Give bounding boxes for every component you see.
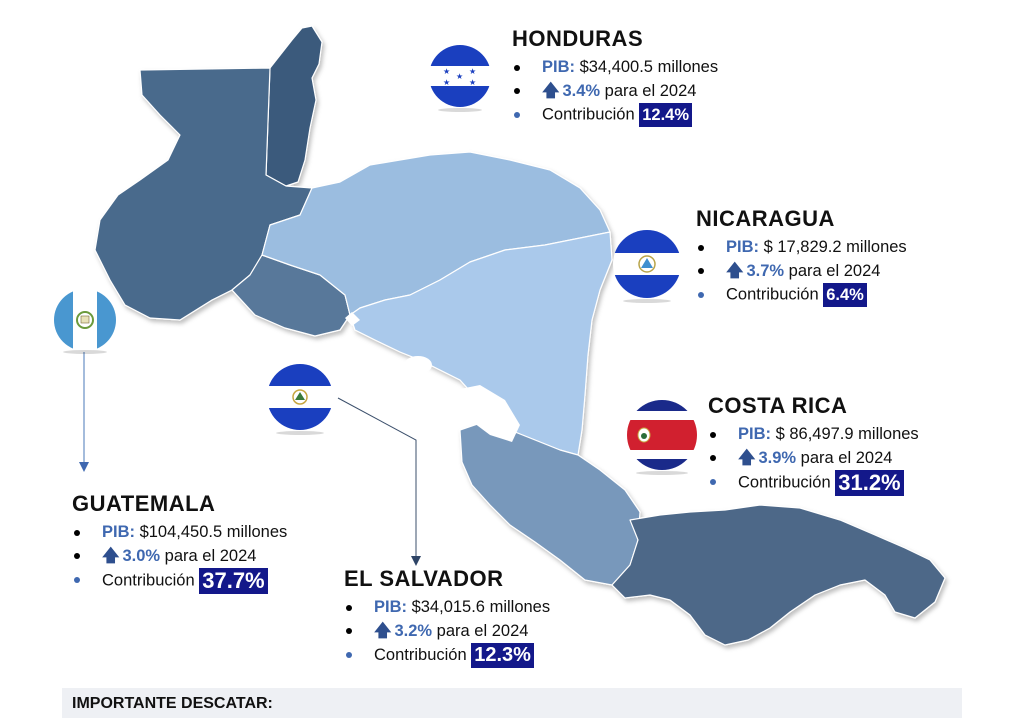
importante-title: IMPORTANTE DESCATAR:	[72, 695, 273, 712]
belize-region	[265, 25, 323, 187]
honduras-info: HONDURAS PIB: $34,400.5 millones 🡅 3.4% p…	[512, 26, 718, 127]
gulf-of-fonseca	[345, 312, 360, 326]
contribution-badge: 37.7%	[199, 568, 268, 594]
panama-region	[611, 504, 946, 646]
costa-rica-title: COSTA RICA	[708, 393, 848, 418]
contribution-badge: 12.4%	[639, 103, 693, 127]
guatemala-pib: PIB: $104,450.5 millones	[72, 521, 287, 544]
nicaragua-contribution: Contribución 6.4%	[696, 283, 907, 307]
guatemala-arrow-head	[79, 462, 89, 472]
honduras-contribution: Contribución 12.4%	[512, 103, 718, 127]
svg-text:★: ★	[443, 67, 450, 76]
honduras-growth: 🡅 3.4% para el 2024	[512, 79, 718, 103]
up-arrow-icon: 🡅	[102, 546, 120, 565]
guatemala-flag-icon	[54, 289, 116, 354]
costa-rica-contribution: Contribución 31.2%	[708, 470, 919, 496]
guatemala-title: GUATEMALA	[72, 491, 216, 516]
costa-rica-flag-icon	[627, 400, 697, 475]
nicaragua-growth: 🡅 3.7% para el 2024	[696, 259, 907, 283]
up-arrow-icon: 🡅	[374, 621, 392, 640]
nicaragua-region	[349, 231, 613, 456]
up-arrow-icon: 🡅	[738, 448, 756, 467]
nicaragua-title: NICARAGUA	[696, 206, 835, 231]
el-salvador-info: EL SALVADOR PIB: $34,015.6 millones 🡅 3.2…	[344, 566, 550, 668]
el-salvador-arrow-line	[337, 397, 417, 556]
svg-text:★: ★	[469, 67, 476, 76]
contribution-badge: 6.4%	[823, 283, 867, 307]
up-arrow-icon: 🡅	[726, 261, 744, 280]
honduras-title: HONDURAS	[512, 26, 644, 51]
guatemala-region	[94, 67, 313, 321]
costa-rica-pib: PIB: $ 86,497.9 millones	[708, 423, 919, 446]
guatemala-growth: 🡅 3.0% para el 2024	[72, 544, 287, 568]
costa-rica-info: COSTA RICA PIB: $ 86,497.9 millones 🡅 3.9…	[708, 393, 919, 496]
el-salvador-growth: 🡅 3.2% para el 2024	[344, 619, 550, 643]
el-salvador-arrow-head	[411, 556, 421, 566]
guatemala-contribution: Contribución 37.7%	[72, 568, 287, 594]
honduras-flag-icon: ★ ★ ★ ★ ★	[429, 45, 491, 112]
svg-text:★: ★	[456, 72, 463, 81]
svg-text:★: ★	[469, 78, 476, 87]
honduras-pib: PIB: $34,400.5 millones	[512, 56, 718, 79]
el-salvador-pib: PIB: $34,015.6 millones	[344, 596, 550, 619]
importante-banner: IMPORTANTE DESCATAR:	[62, 688, 962, 718]
contribution-badge: 12.3%	[471, 643, 534, 668]
el-salvador-title: EL SALVADOR	[344, 566, 504, 591]
el-salvador-contribution: Contribución 12.3%	[344, 643, 550, 668]
lake-managua	[404, 356, 432, 374]
costa-rica-growth: 🡅 3.9% para el 2024	[708, 446, 919, 470]
lake-nicaragua	[455, 385, 520, 442]
nicaragua-pib: PIB: $ 17,829.2 millones	[696, 236, 907, 259]
el-salvador-flag-icon	[267, 364, 333, 435]
nicaragua-flag-icon	[613, 230, 681, 303]
up-arrow-icon: 🡅	[542, 81, 560, 100]
guatemala-info: GUATEMALA PIB: $104,450.5 millones 🡅 3.0%…	[72, 491, 287, 594]
contribution-badge: 31.2%	[835, 470, 904, 496]
nicaragua-info: NICARAGUA PIB: $ 17,829.2 millones 🡅 3.7%…	[696, 206, 907, 307]
svg-text:★: ★	[443, 78, 450, 87]
